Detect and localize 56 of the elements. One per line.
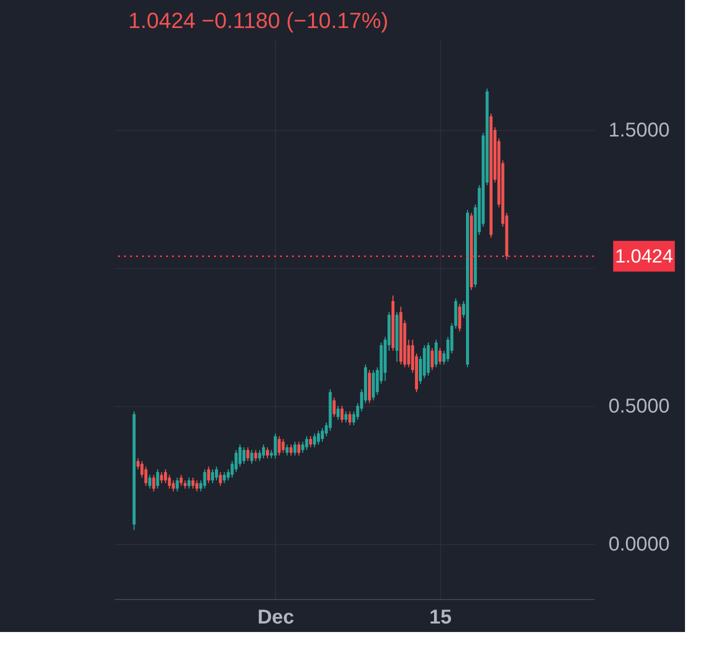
candlestick [332, 397, 336, 418]
candlestick [195, 480, 198, 492]
candlestick [254, 450, 258, 462]
candlestick [289, 444, 292, 456]
candlestick [148, 474, 152, 490]
candlestick [309, 436, 312, 448]
candlestick [305, 436, 308, 451]
candlestick [218, 472, 222, 486]
y-tick-label: 1.5000 [608, 120, 670, 142]
candlestick [340, 405, 344, 423]
candlestick [266, 446, 269, 459]
candlestick [344, 410, 348, 423]
candlestick [348, 410, 352, 426]
candlestick [320, 427, 324, 442]
candlestick [316, 430, 320, 446]
candlestick [234, 450, 238, 473]
candlestick [191, 477, 194, 490]
candlestick [168, 474, 171, 490]
x-tick-label: 15 [429, 606, 452, 628]
candlestick [222, 472, 226, 484]
candlestick [286, 444, 289, 456]
candlestick [160, 472, 164, 484]
candlestick [144, 466, 148, 486]
ref-line-label: 1.0424 [614, 246, 674, 268]
candlestick [430, 347, 434, 371]
chart-subtitle: 1.0424 −0.1180 (−10.17%) [128, 8, 388, 33]
y-tick-label: 0.0000 [608, 533, 670, 556]
candlestick [258, 450, 262, 462]
candlestick [278, 436, 281, 456]
candlestick [238, 444, 242, 468]
candlestick [274, 432, 277, 459]
candlestick [246, 446, 250, 462]
candlestick [176, 477, 179, 492]
candlestick [211, 468, 214, 484]
candlestick [214, 466, 218, 481]
candlestick [434, 339, 438, 368]
candlestick [203, 468, 206, 490]
candlestick [336, 405, 340, 420]
candlestick [242, 446, 246, 464]
candlestick [164, 468, 167, 484]
candlestick [156, 468, 160, 490]
candlestick [313, 432, 316, 448]
candlestick [152, 474, 156, 492]
candlestick [262, 444, 266, 459]
candlestick [250, 450, 254, 464]
x-tick-label: Dec [257, 606, 294, 628]
y-tick-label: 0.5000 [608, 395, 670, 418]
candlestick [293, 441, 296, 456]
candlestick [180, 474, 183, 486]
candlestick [297, 441, 300, 456]
candlestick [458, 303, 462, 332]
candlestick [207, 466, 210, 484]
candlestick [172, 480, 175, 492]
candlestick [188, 477, 191, 490]
candlestick [282, 438, 285, 454]
candlestick [438, 347, 442, 366]
